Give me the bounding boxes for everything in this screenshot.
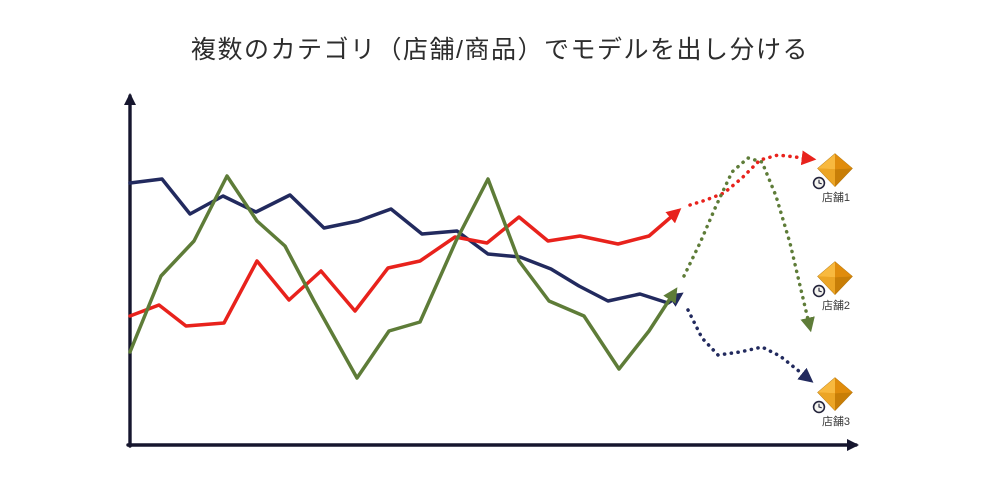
green-series-line bbox=[128, 174, 678, 380]
clock-icon bbox=[812, 284, 826, 298]
navy-forecast-arrow bbox=[686, 308, 814, 383]
store-3-label: 店舗3 bbox=[822, 414, 850, 428]
clock-icon bbox=[812, 400, 826, 414]
store-1-model: 店舗1 bbox=[812, 153, 853, 204]
red-forecast-arrow bbox=[688, 150, 817, 207]
store-3-model: 店舗3 bbox=[812, 377, 853, 428]
clock-icon bbox=[812, 176, 826, 190]
red-series-line bbox=[128, 208, 682, 328]
slide-title: 複数のカテゴリ（店舗/商品）でモデルを出し分ける bbox=[191, 36, 809, 64]
store-2-label: 店舗2 bbox=[822, 298, 850, 312]
navy-series-line bbox=[128, 177, 684, 307]
store-2-model: 店舗2 bbox=[812, 261, 853, 312]
store-1-label: 店舗1 bbox=[822, 190, 850, 204]
green-forecast-arrow bbox=[682, 156, 815, 333]
